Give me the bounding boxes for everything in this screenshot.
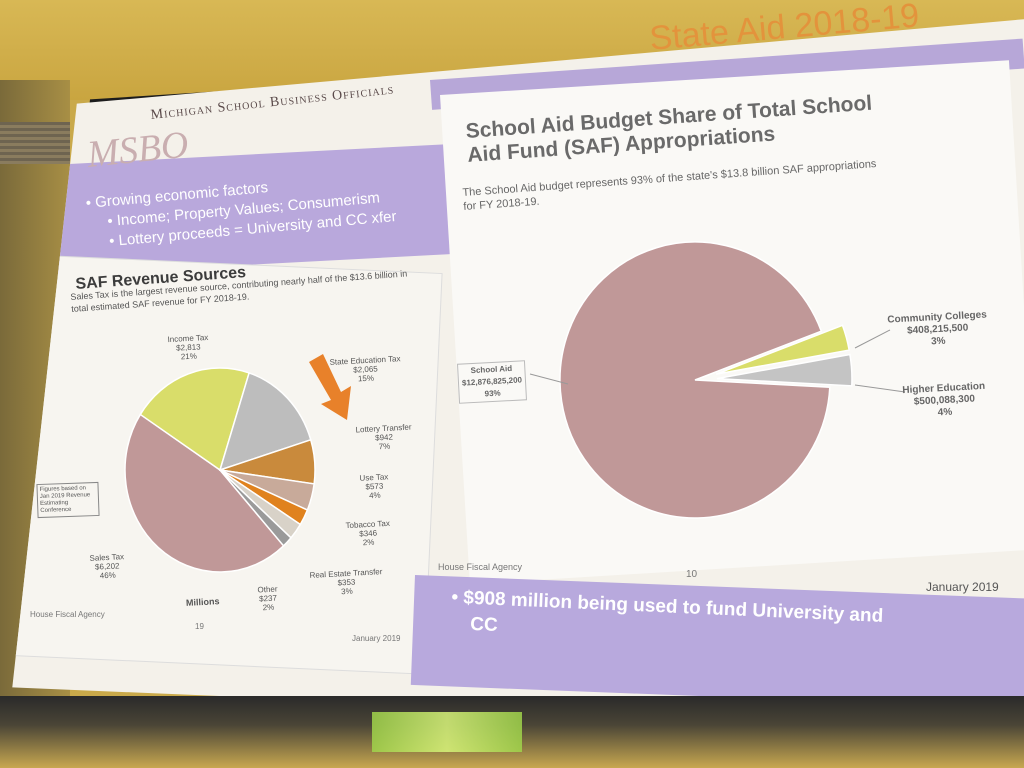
label-higher-education: Higher Education $500,088,300 4%: [902, 381, 987, 421]
label-use-tax: Use Tax $573 4%: [359, 472, 389, 500]
label-other: Other $237 2%: [257, 584, 278, 612]
label-pct: 4%: [368, 490, 381, 501]
label-real-estate: Real Estate Transfer $353 3%: [309, 567, 383, 598]
pie-slice-other: [219, 469, 292, 547]
pie-slice-higher-education: [716, 353, 853, 387]
label-income-tax: Income Tax $2,813 21%: [167, 333, 209, 362]
label-sales-tax: Sales Tax $6,202 46%: [89, 552, 125, 581]
label-state-ed-tax: State Education Tax $2,065 15%: [329, 354, 401, 385]
school-aid-pie: [559, 241, 853, 519]
label-community-colleges: Community Colleges $408,215,500 3%: [887, 309, 988, 350]
right-source: House Fiscal Agency: [438, 562, 523, 572]
label-tobacco: Tobacco Tax $346 2%: [345, 519, 391, 548]
exit-sign-light: [372, 712, 522, 752]
left-page-number: 19: [195, 622, 204, 631]
label-school-aid: School Aid $12,876,825,200 93%: [456, 360, 528, 404]
left-date: January 2019: [352, 634, 401, 643]
pie-slice-state-education-tax: [218, 371, 312, 472]
pie-slice-income-tax: [139, 367, 251, 472]
label-lottery: Lottery Transfer $942 7%: [355, 423, 412, 453]
right-page-number: 10: [686, 569, 698, 580]
units-label: Millions: [185, 596, 220, 608]
left-source: House Fiscal Agency: [30, 610, 105, 619]
label-pct: 2%: [262, 602, 275, 613]
pie-slice-sales-tax: [124, 413, 285, 573]
msbo-logo: MSBO: [85, 123, 191, 176]
figures-note: Figures based on Jan 2019 Revenue Estima…: [36, 481, 100, 519]
orange-arrow-icon: [309, 354, 351, 420]
pie-slice-community-colleges: [715, 324, 851, 375]
saf-revenue-pie: [124, 367, 316, 573]
pie-slice-school-aid: [559, 241, 831, 519]
air-vent: [0, 122, 70, 164]
label-pct: 46%: [99, 570, 116, 581]
right-date: January 2019: [926, 580, 999, 594]
